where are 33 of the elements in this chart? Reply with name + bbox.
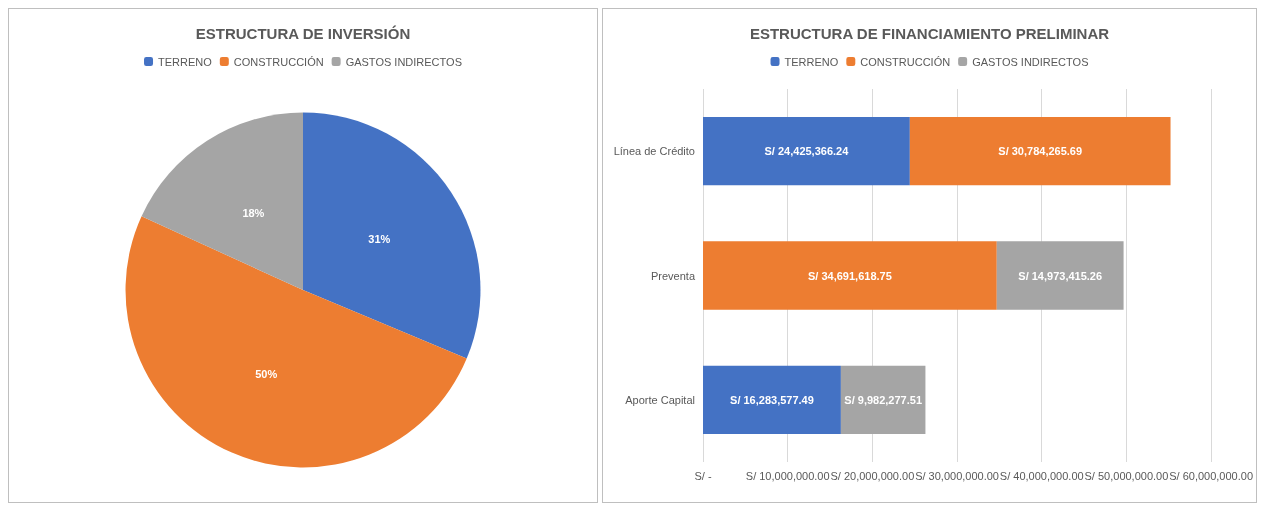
bar — [840, 365, 926, 435]
y-tick-label: Aporte Capital — [625, 393, 695, 406]
legend-label: GASTOS INDIRECTOS — [345, 55, 462, 68]
data-label: S/ 9,982,277.51 — [844, 393, 923, 406]
data-label: 18% — [242, 206, 265, 219]
x-tick-label: S/ 40,000,000.00 — [999, 469, 1084, 482]
data-label: S/ 30,784,265.69 — [998, 145, 1083, 158]
x-tick-label: S/ 50,000,000.00 — [1084, 469, 1169, 482]
data-label: S/ 16,283,577.49 — [730, 393, 814, 406]
chart-title: ESTRUCTURA DE INVERSIÓN — [195, 25, 411, 42]
x-tick-label: S/ 30,000,000.00 — [915, 469, 999, 482]
bar — [996, 241, 1124, 310]
data-label: S/ 34,691,618.75 — [807, 269, 892, 282]
x-tick-label: S/ - — [694, 469, 712, 482]
data-label: S/ 24,425,366.24 — [764, 145, 850, 158]
bar — [909, 116, 1171, 186]
y-tick-label: Preventa — [650, 269, 696, 282]
bar — [703, 365, 841, 435]
legend-label: CONSTRUCCIÓN — [860, 55, 951, 68]
y-tick-label: Línea de Crédito — [613, 145, 695, 158]
bar — [703, 241, 997, 310]
data-label: S/ 14,973,415.26 — [1018, 269, 1103, 282]
data-label: 31% — [368, 233, 391, 246]
x-tick-label: S/ 60,000,000.00 — [1169, 469, 1253, 482]
chart-title: ESTRUCTURA DE FINANCIAMIENTO PRELIMINAR — [749, 25, 1110, 42]
legend-label: TERRENO — [784, 55, 839, 68]
data-label: 50% — [255, 368, 278, 381]
legend-label: CONSTRUCCIÓN — [233, 55, 324, 68]
x-tick-label: S/ 20,000,000.00 — [830, 469, 915, 482]
legend-label: GASTOS INDIRECTOS — [972, 55, 1089, 68]
bar — [703, 116, 910, 186]
x-tick-label: S/ 10,000,000.00 — [745, 469, 830, 482]
legend-label: TERRENO — [158, 55, 213, 68]
